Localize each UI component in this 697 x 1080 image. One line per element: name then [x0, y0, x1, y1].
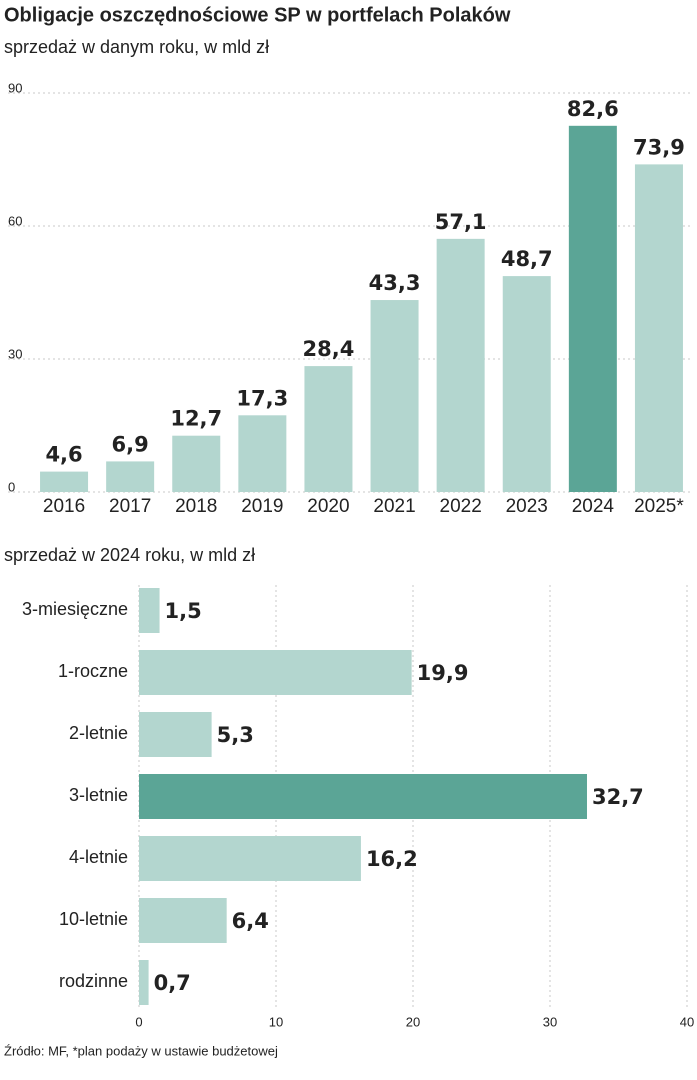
- x-tick-label: 2021: [373, 496, 415, 517]
- bar: [502, 276, 551, 492]
- x-tick-label: 2017: [109, 496, 151, 517]
- value-label: 1,5: [165, 599, 202, 623]
- value-label: 82,6: [567, 97, 619, 121]
- value-label: 57,1: [435, 210, 487, 234]
- value-label: 43,3: [369, 271, 421, 295]
- value-label: 17,3: [236, 386, 288, 410]
- bar: [139, 588, 160, 633]
- value-label: 32,7: [592, 785, 644, 809]
- x-tick-label: 2018: [175, 496, 217, 517]
- y-tick-label: 4-letnie: [69, 847, 128, 867]
- bar: [238, 415, 287, 492]
- bar: [139, 774, 587, 819]
- x-tick-label: 2020: [307, 496, 349, 517]
- x-tick-label: 2023: [506, 496, 548, 517]
- x-tick-label: 40: [680, 1014, 694, 1029]
- x-tick-label: 20: [406, 1014, 420, 1029]
- bar: [106, 461, 155, 492]
- title: Obligacje oszczędnościowe SP w portfelac…: [4, 4, 511, 26]
- x-tick-label: 2022: [440, 496, 482, 517]
- bar: [139, 836, 361, 881]
- value-label: 6,9: [112, 432, 149, 456]
- bar: [634, 164, 683, 493]
- y-tick-label: 2-letnie: [69, 723, 128, 743]
- bar: [139, 898, 227, 943]
- value-label: 12,7: [170, 407, 222, 431]
- value-label: 28,4: [303, 337, 355, 361]
- y-tick-label: 10-letnie: [59, 909, 128, 929]
- bar: [139, 650, 412, 695]
- y-tick-label: 1-roczne: [58, 661, 128, 681]
- y-tick-label: rodzinne: [59, 971, 128, 991]
- value-label: 4,6: [45, 443, 82, 467]
- y-tick-label: 60: [8, 213, 22, 228]
- x-tick-label: 30: [543, 1014, 557, 1029]
- value-label: 19,9: [417, 661, 469, 685]
- y-tick-label: 3-miesięczne: [22, 599, 128, 619]
- y-tick-label: 30: [8, 346, 22, 361]
- x-tick-label: 2016: [43, 496, 85, 517]
- source: Źródło: MF, *plan podaży w ustawie budże…: [4, 1043, 278, 1058]
- y-tick-label: 90: [8, 80, 22, 95]
- value-label: 6,4: [232, 909, 269, 933]
- value-label: 16,2: [366, 847, 418, 871]
- value-label: 5,3: [217, 723, 254, 747]
- x-tick-label: 2024: [572, 496, 615, 517]
- bar: [568, 125, 617, 492]
- bar: [139, 960, 149, 1005]
- bar: [40, 471, 89, 492]
- value-label: 73,9: [633, 135, 685, 159]
- bar: [370, 300, 419, 492]
- bar: [139, 712, 212, 757]
- y-tick-label: 3-letnie: [69, 785, 128, 805]
- x-tick-label: 10: [269, 1014, 283, 1029]
- value-label: 48,7: [501, 247, 553, 271]
- x-tick-label: 0: [135, 1014, 142, 1029]
- subtitle: sprzedaż w danym roku, w mld zł: [4, 37, 269, 57]
- value-label: 0,7: [154, 971, 191, 995]
- y-tick-label: 0: [8, 479, 15, 494]
- x-tick-label: 2025*: [634, 496, 684, 517]
- bar: [304, 366, 353, 492]
- bar: [172, 435, 221, 492]
- bar: [436, 238, 485, 492]
- subtitle: sprzedaż w 2024 roku, w mld zł: [4, 545, 255, 565]
- x-tick-label: 2019: [241, 496, 283, 517]
